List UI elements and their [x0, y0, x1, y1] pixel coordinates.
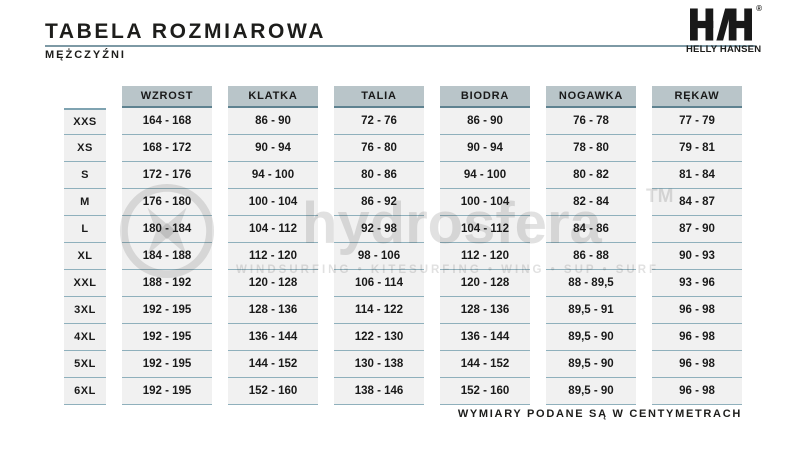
measurement-cell-nogawka: 89,5 - 90 [546, 324, 636, 351]
measurement-cell-talia: 72 - 76 [334, 108, 424, 135]
size-row-label-xxl: XXL [64, 270, 106, 297]
measurement-cell-talia: 98 - 106 [334, 243, 424, 270]
measurement-cell-biodra: 120 - 128 [440, 270, 530, 297]
measurement-cell-klatka: 136 - 144 [228, 324, 318, 351]
measurement-cell-talia: 80 - 86 [334, 162, 424, 189]
size-row-label-4xl: 4XL [64, 324, 106, 351]
measurement-cell-nogawka: 89,5 - 90 [546, 351, 636, 378]
measurement-cell-rekaw: 96 - 98 [652, 297, 742, 324]
measurement-cell-rekaw: 90 - 93 [652, 243, 742, 270]
measurement-cell-biodra: 136 - 144 [440, 324, 530, 351]
units-note: WYMIARY PODANE SĄ W CENTYMETRACH [457, 408, 742, 420]
measurement-cell-wzrost: 192 - 195 [122, 324, 212, 351]
measurement-cell-klatka: 94 - 100 [228, 162, 318, 189]
measurement-cell-klatka: 128 - 136 [228, 297, 318, 324]
measurement-cell-biodra: 94 - 100 [440, 162, 530, 189]
measurement-cell-wzrost: 164 - 168 [122, 108, 212, 135]
measurement-cell-rekaw: 93 - 96 [652, 270, 742, 297]
measurement-cell-talia: 138 - 146 [334, 378, 424, 405]
measurement-cell-klatka: 104 - 112 [228, 216, 318, 243]
size-row-label-5xl: 5XL [64, 351, 106, 378]
measurement-cell-biodra: 90 - 94 [440, 135, 530, 162]
measurement-cell-nogawka: 88 - 89,5 [546, 270, 636, 297]
measurement-cell-rekaw: 96 - 98 [652, 351, 742, 378]
brand-block: ® HELLY HANSEN [686, 4, 762, 55]
size-row-label-6xl: 6XL [64, 378, 106, 405]
measurement-cell-rekaw: 87 - 90 [652, 216, 742, 243]
measurement-cell-biodra: 152 - 160 [440, 378, 530, 405]
measurement-cell-nogawka: 78 - 80 [546, 135, 636, 162]
measurement-cell-talia: 92 - 98 [334, 216, 424, 243]
measurement-cell-wzrost: 188 - 192 [122, 270, 212, 297]
size-row-label-xl: XL [64, 243, 106, 270]
measurement-cell-talia: 86 - 92 [334, 189, 424, 216]
measurement-cell-wzrost: 192 - 195 [122, 351, 212, 378]
title-underline [45, 45, 755, 47]
measurement-cell-biodra: 144 - 152 [440, 351, 530, 378]
measurement-cell-rekaw: 96 - 98 [652, 324, 742, 351]
size-row-label-l: L [64, 216, 106, 243]
size-row-label-m: M [64, 189, 106, 216]
measurement-cell-talia: 106 - 114 [334, 270, 424, 297]
measurement-cell-rekaw: 84 - 87 [652, 189, 742, 216]
column-header-klatka: KLATKA [228, 86, 318, 108]
registered-trademark-symbol: ® [756, 4, 762, 13]
helly-hansen-hh-logo-icon [690, 8, 752, 41]
page-title: TABELA ROZMIAROWA [45, 20, 327, 43]
measurement-cell-biodra: 112 - 120 [440, 243, 530, 270]
measurement-cell-rekaw: 77 - 79 [652, 108, 742, 135]
measurement-cell-klatka: 112 - 120 [228, 243, 318, 270]
measurement-cell-nogawka: 76 - 78 [546, 108, 636, 135]
measurement-cell-talia: 114 - 122 [334, 297, 424, 324]
column-header-talia: TALIA [334, 86, 424, 108]
measurement-cell-klatka: 144 - 152 [228, 351, 318, 378]
brand-name: HELLY HANSEN [686, 44, 762, 55]
measurement-cell-biodra: 104 - 112 [440, 216, 530, 243]
measurement-cell-biodra: 86 - 90 [440, 108, 530, 135]
column-header-wzrost: WZROST [122, 86, 212, 108]
measurement-cell-nogawka: 89,5 - 90 [546, 378, 636, 405]
measurement-cell-talia: 122 - 130 [334, 324, 424, 351]
measurement-cell-wzrost: 176 - 180 [122, 189, 212, 216]
measurement-cell-talia: 130 - 138 [334, 351, 424, 378]
measurement-cell-wzrost: 192 - 195 [122, 378, 212, 405]
measurement-cell-wzrost: 180 - 184 [122, 216, 212, 243]
table-corner-spacer [64, 86, 106, 108]
measurement-cell-rekaw: 81 - 84 [652, 162, 742, 189]
measurement-cell-nogawka: 86 - 88 [546, 243, 636, 270]
measurement-cell-biodra: 128 - 136 [440, 297, 530, 324]
measurement-cell-wzrost: 184 - 188 [122, 243, 212, 270]
size-table: WZROST KLATKA TALIA BIODRA NOGAWKA RĘKAW… [64, 86, 742, 405]
measurement-cell-klatka: 90 - 94 [228, 135, 318, 162]
measurement-cell-nogawka: 84 - 86 [546, 216, 636, 243]
measurement-cell-wzrost: 168 - 172 [122, 135, 212, 162]
measurement-cell-klatka: 120 - 128 [228, 270, 318, 297]
measurement-cell-klatka: 152 - 160 [228, 378, 318, 405]
column-header-nogawka: NOGAWKA [546, 86, 636, 108]
measurement-cell-wzrost: 192 - 195 [122, 297, 212, 324]
measurement-cell-klatka: 86 - 90 [228, 108, 318, 135]
measurement-cell-wzrost: 172 - 176 [122, 162, 212, 189]
measurement-cell-klatka: 100 - 104 [228, 189, 318, 216]
column-header-biodra: BIODRA [440, 86, 530, 108]
measurement-cell-nogawka: 89,5 - 91 [546, 297, 636, 324]
size-row-label-xxs: XXS [64, 108, 106, 135]
column-header-rekaw: RĘKAW [652, 86, 742, 108]
page-subtitle: MĘŻCZYŹNI [45, 49, 126, 61]
measurement-cell-nogawka: 80 - 82 [546, 162, 636, 189]
measurement-cell-rekaw: 79 - 81 [652, 135, 742, 162]
size-row-label-xs: XS [64, 135, 106, 162]
measurement-cell-nogawka: 82 - 84 [546, 189, 636, 216]
measurement-cell-rekaw: 96 - 98 [652, 378, 742, 405]
size-row-label-3xl: 3XL [64, 297, 106, 324]
size-row-label-s: S [64, 162, 106, 189]
measurement-cell-biodra: 100 - 104 [440, 189, 530, 216]
measurement-cell-talia: 76 - 80 [334, 135, 424, 162]
